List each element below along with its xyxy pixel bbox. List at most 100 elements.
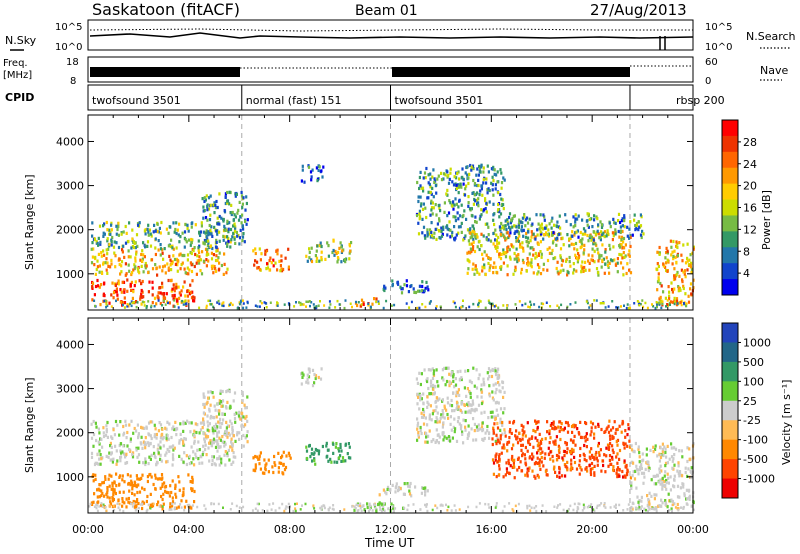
scatter-cell <box>100 457 103 461</box>
scatter-cell <box>460 376 463 380</box>
scatter-cell <box>378 505 381 509</box>
scatter-cell <box>434 227 437 231</box>
scatter-cell <box>125 436 128 440</box>
scatter-cell <box>126 305 129 308</box>
scatter-cell <box>239 215 242 219</box>
scatter-cell <box>586 437 589 441</box>
scatter-cell <box>430 418 433 422</box>
scatter-cell <box>466 433 470 437</box>
scatter-cell <box>438 397 441 401</box>
scatter-cell <box>142 440 145 444</box>
scatter-cell <box>428 228 432 232</box>
scatter-cell <box>520 469 524 473</box>
scatter-cell <box>673 463 676 467</box>
scatter-cell <box>624 442 627 446</box>
scatter-cell <box>136 455 139 459</box>
scatter-cell <box>386 485 390 489</box>
y-tick-label: 3000 <box>56 180 84 193</box>
scatter-cell <box>387 507 390 510</box>
scatter-cell <box>167 437 170 441</box>
scatter-cell <box>242 306 245 310</box>
scatter-cell <box>591 455 594 459</box>
scatter-cell <box>642 481 645 485</box>
scatter-cell <box>159 436 162 440</box>
scatter-cell <box>556 260 559 264</box>
scatter-cell <box>238 236 242 240</box>
scatter-cell <box>666 269 669 273</box>
scatter-cell <box>638 455 641 459</box>
scatter-cell <box>213 462 216 466</box>
scatter-cell <box>157 239 160 243</box>
scatter-cell <box>492 179 495 183</box>
scatter-cell <box>337 456 341 460</box>
scatter-cell <box>190 241 193 245</box>
scatter-cell <box>259 258 262 262</box>
scatter-cell <box>144 462 147 467</box>
scatter-cell <box>508 225 511 229</box>
scatter-cell <box>584 435 587 439</box>
scatter-cell <box>494 382 497 386</box>
scatter-cell <box>130 419 133 423</box>
scatter-cell <box>421 186 425 190</box>
scatter-cell <box>338 303 341 306</box>
scatter-cell <box>121 280 124 284</box>
scatter-cell <box>161 507 164 511</box>
scatter-cell <box>508 471 511 475</box>
scatter-cell <box>616 461 619 465</box>
scatter-cell <box>443 406 446 410</box>
scatter-cell <box>424 286 427 290</box>
scatter-cell <box>267 470 270 474</box>
scatter-cell <box>428 302 431 305</box>
scatter-cell <box>312 452 315 456</box>
scatter-cell <box>504 224 507 228</box>
scatter-cell <box>175 285 178 289</box>
scatter-cell <box>197 457 200 461</box>
scatter-cell <box>496 245 499 249</box>
scatter-cell <box>128 501 131 505</box>
scatter-cell <box>183 437 186 441</box>
scatter-cell <box>153 296 157 300</box>
scatter-cell <box>191 279 194 283</box>
scatter-cell <box>454 377 457 381</box>
scatter-cell <box>195 430 198 435</box>
scatter-cell <box>592 508 595 511</box>
scatter-cell <box>663 474 666 478</box>
scatter-cell <box>590 430 593 434</box>
scatter-cell <box>454 215 457 219</box>
scatter-cell <box>623 225 626 229</box>
scatter-cell <box>202 431 205 436</box>
scatter-cell <box>559 256 562 260</box>
scatter-cell <box>447 366 450 370</box>
scatter-cell <box>455 407 458 411</box>
scatter-cell <box>122 444 125 448</box>
scatter-cell <box>92 432 96 437</box>
scatter-cell <box>154 487 157 491</box>
scatter-cell <box>172 444 175 448</box>
scatter-cell <box>565 441 568 446</box>
scatter-cell <box>456 172 459 176</box>
scatter-cell <box>623 216 626 220</box>
scatter-cell <box>677 471 680 475</box>
scatter-cell <box>220 263 223 268</box>
scatter-cell <box>130 246 133 250</box>
scatter-cell <box>495 233 498 237</box>
scatter-cell <box>209 203 212 207</box>
scatter-cell <box>209 303 212 306</box>
scatter-cell <box>447 438 450 442</box>
scatter-cell <box>548 222 551 226</box>
velocity-colorbar-label: Velocity [m s⁻¹] <box>780 380 793 465</box>
scatter-cell <box>555 426 558 430</box>
scatter-cell <box>588 268 591 272</box>
scatter-cell <box>622 266 625 270</box>
scatter-cell <box>272 502 275 505</box>
scatter-cell <box>495 433 498 437</box>
scatter-cell <box>179 235 182 239</box>
scatter-cell <box>96 509 99 513</box>
scatter-cell <box>344 442 347 446</box>
scatter-cell <box>95 425 98 429</box>
scatter-cell <box>337 449 341 453</box>
scatter-cell <box>218 456 221 461</box>
scatter-cell <box>145 510 148 513</box>
scatter-cell <box>600 223 603 227</box>
scatter-cell <box>179 252 182 256</box>
